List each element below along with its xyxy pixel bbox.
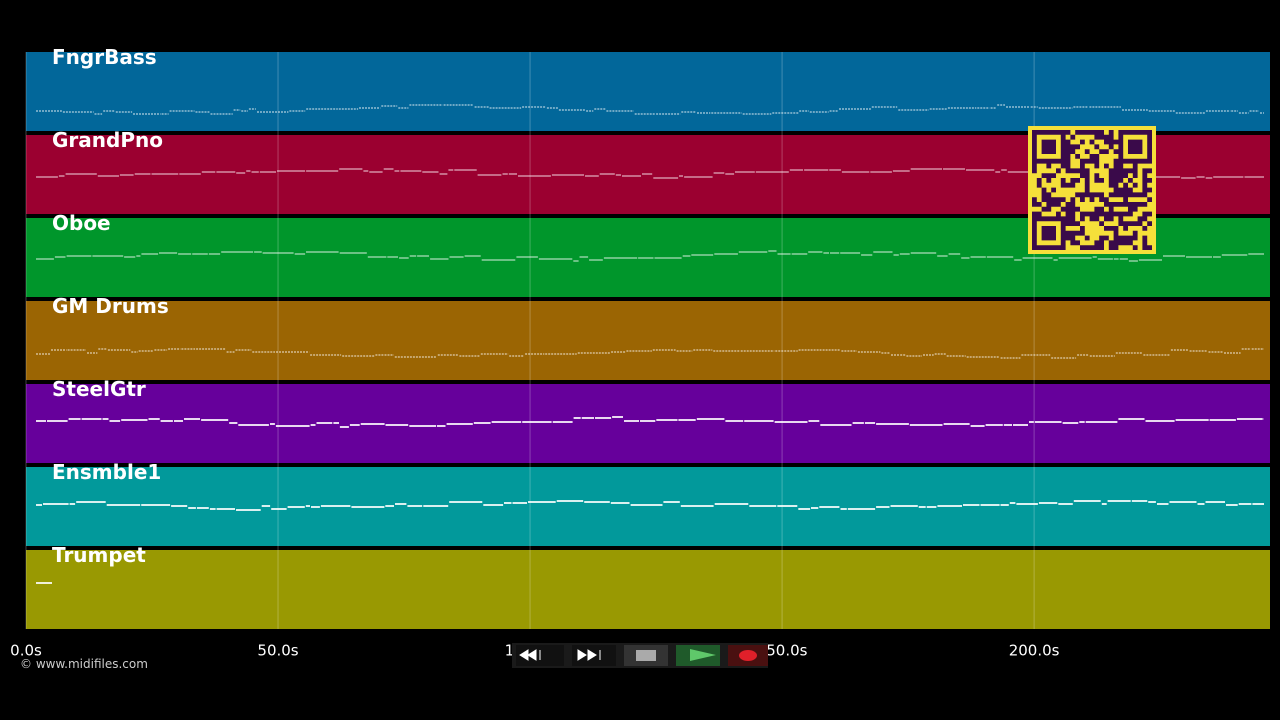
note-trace — [36, 416, 1264, 428]
note-trace — [36, 500, 1264, 511]
track-lane — [26, 467, 1270, 546]
copyright: © www.midifiles.com — [20, 657, 148, 671]
tick-label: 50.0s — [257, 642, 298, 660]
play-button[interactable] — [676, 645, 720, 666]
rewind-button[interactable] — [516, 645, 564, 666]
play-icon — [690, 649, 716, 661]
track-name: Ensmble1 — [52, 460, 161, 484]
track-labels: FngrBass GrandPno Oboe GM Drums SteelGtr Ensm… — [52, 45, 169, 567]
forward-icon — [577, 649, 601, 661]
record-button[interactable] — [728, 645, 768, 666]
record-icon — [739, 650, 757, 661]
track-lane — [26, 550, 1270, 629]
stop-icon — [636, 650, 656, 661]
track-name: FngrBass — [52, 45, 157, 69]
track-name: GM Drums — [52, 294, 169, 318]
note-trace — [36, 104, 1264, 115]
track-lane — [26, 301, 1270, 380]
playback-controls — [512, 643, 768, 668]
tick-label: 200.0s — [1009, 642, 1060, 660]
track-name: Trumpet — [52, 543, 146, 567]
track-name: GrandPno — [52, 128, 163, 152]
stop-button[interactable] — [624, 645, 668, 666]
tick-label: 0.0s — [10, 642, 42, 660]
forward-button[interactable] — [572, 645, 616, 666]
track-lane — [26, 384, 1270, 463]
note-trace — [36, 250, 1264, 262]
track-name: SteelGtr — [52, 377, 146, 401]
track-lane — [26, 52, 1270, 131]
track-name: Oboe — [52, 211, 111, 235]
note-trace — [36, 348, 1264, 359]
rewind-icon — [519, 649, 541, 661]
tick-label: 150.0s — [757, 642, 808, 660]
qr-code — [1028, 126, 1156, 254]
grid — [25, 52, 1035, 629]
notes — [36, 104, 1264, 584]
qr-modules — [1032, 130, 1152, 250]
